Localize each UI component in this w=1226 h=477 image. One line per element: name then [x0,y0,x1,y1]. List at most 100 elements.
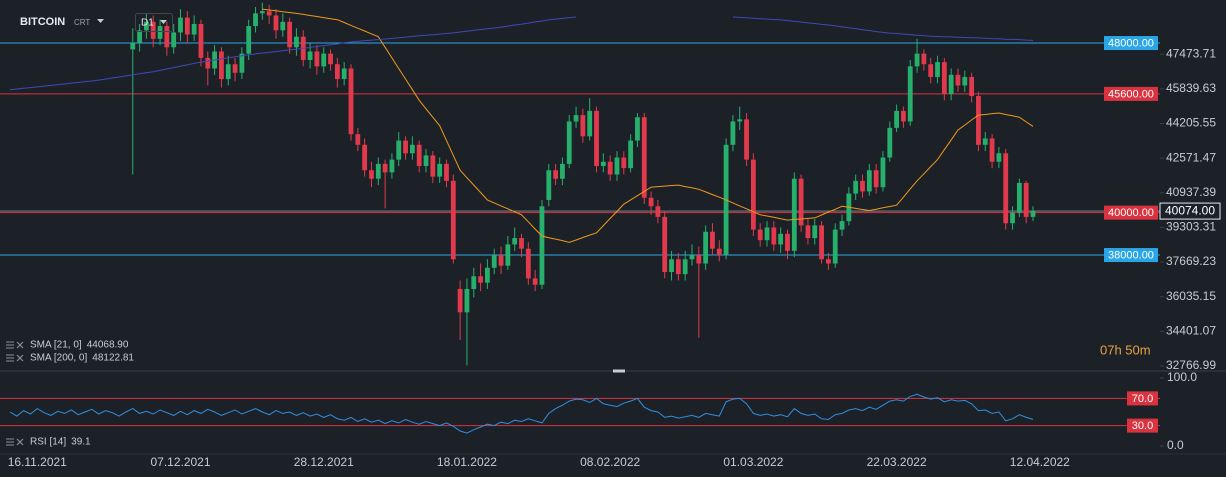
candle-body [232,64,238,73]
level-label: 40000.00 [1108,207,1154,219]
candle-body [266,11,272,16]
timeframe-box[interactable] [135,13,173,32]
y-tick-label: 39303.31 [1166,220,1216,234]
candle-body [471,276,477,289]
rsi-panel [0,393,1160,434]
candle-body [1003,153,1009,224]
last-price-box [1159,202,1221,220]
candle-body [355,134,361,145]
level-label-box [1104,86,1158,101]
x-tick-label: 16.11.2021 [8,455,67,469]
dropdown-arrow[interactable] [97,19,104,23]
candle-body [996,153,1002,162]
candle-body [450,180,456,260]
candle-body [860,180,865,192]
x-tick-label: 22.03.2022 [867,455,927,469]
candle-body [314,51,320,67]
y-tick-label: 42571.47 [1166,150,1216,164]
candle-body [737,119,743,122]
candle-body [921,53,927,65]
candle-body [832,229,838,264]
candle-body [1030,211,1036,217]
candle-body [648,197,654,207]
candle-body [321,53,327,67]
candle-body [682,259,688,275]
dropdown-arrow[interactable] [160,20,167,24]
candle-body [184,17,190,35]
candle-body [539,206,545,285]
candle-body [287,21,293,48]
candle-body [498,255,504,266]
candle-body [839,221,845,230]
level-label-box [1104,248,1158,263]
candle-body [675,259,681,275]
candle-body [853,180,859,194]
y-tick-label: 37669.23 [1166,254,1216,268]
level-label: 45600.00 [1108,88,1154,100]
candle-body [553,170,558,179]
candle-body [246,26,252,54]
candle-body [362,144,368,171]
timeframe[interactable]: D1 [141,18,154,29]
candle-body [914,53,920,67]
candle-body [375,163,381,179]
candle-body [157,26,163,39]
candle-body [273,15,279,31]
candle-body [880,157,886,188]
rsi-line [9,393,1034,434]
candle-body [341,68,347,80]
candle-body [1016,182,1022,213]
y-tick-label: 34401.07 [1166,324,1216,338]
legend-name: RSI [14] [30,437,66,448]
candle-body [239,53,245,73]
y-tick-label: 36035.15 [1166,289,1216,303]
candle-body [621,157,627,169]
y-tick-label: 44205.55 [1166,116,1216,130]
legend-close [16,341,24,349]
level-label: 38000.00 [1108,249,1154,261]
candle-body [369,170,374,179]
candle-body [191,23,197,35]
candle-body [962,76,968,86]
candle-body [457,288,463,313]
candle-body [137,30,142,44]
level-label-box [1104,205,1158,220]
candle-body [607,161,613,175]
legend-name: SMA [200, 0] [30,353,87,364]
legend-value: 44068.90 [87,340,129,351]
candle-body [150,21,156,39]
x-tick-label: 08.02.2022 [580,455,640,469]
symbol[interactable]: BITCOIN [20,16,65,28]
candle-body [955,74,961,86]
candle-body [750,159,756,230]
candle-body [887,127,893,158]
candle-body [430,155,436,177]
chart-type[interactable]: CRT [74,18,90,27]
candle-body [710,231,715,249]
rsi-tick-label: 100.0 [1167,370,1197,384]
level-label-box [1104,36,1158,51]
candle-body [280,21,286,31]
rsi-band-label: 30.0 [1132,420,1153,432]
candle-body [976,96,981,145]
panel-handle[interactable] [613,369,625,373]
x-tick-label: 01.03.2022 [723,455,783,469]
candle-body [689,255,695,260]
candle-body [219,51,224,80]
candle-body [580,115,586,137]
candle-body [696,255,702,264]
candle-body [334,64,340,80]
candle-body [662,216,668,273]
candle-body [423,155,429,167]
candle-body [614,157,620,175]
candle-body [396,140,402,160]
candle-body [485,267,490,283]
candle-body [444,163,449,181]
candle-body [409,144,415,154]
candle-body [785,233,790,251]
candle-body [873,170,879,188]
legend-value: 39.1 [71,437,91,448]
